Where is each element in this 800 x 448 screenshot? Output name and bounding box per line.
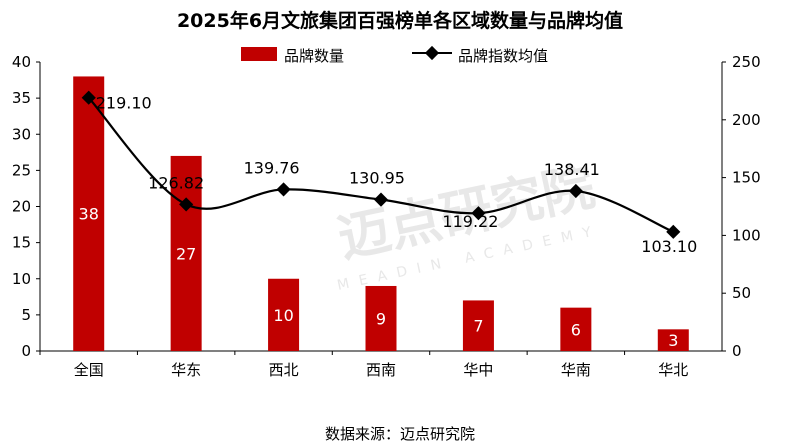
chart-title: 2025年6月文旅集团百强榜单各区域数量与品牌均值	[176, 10, 624, 32]
bar-data-label: 27	[176, 244, 196, 263]
right-tick-label: 0	[732, 342, 742, 360]
line-marker	[179, 197, 194, 212]
line-marker	[276, 182, 291, 197]
x-tick-label: 华南	[561, 361, 591, 379]
bar	[365, 285, 397, 351]
line-marker	[568, 183, 583, 199]
line-data-label: 126.82	[148, 173, 204, 192]
x-tick-label: 全国	[74, 361, 104, 379]
legend-line-label: 品牌指数均值	[458, 47, 549, 65]
line-data-label: 139.76	[244, 158, 300, 177]
bar	[268, 278, 300, 351]
left-tick-label: 15	[12, 234, 31, 252]
line-marker	[666, 224, 681, 239]
right-tick-label: 100	[732, 226, 761, 244]
x-tick-label: 西北	[269, 361, 299, 379]
x-tick-label: 华中	[463, 361, 493, 379]
bar	[560, 307, 592, 351]
bar	[170, 155, 202, 351]
left-tick-label: 25	[12, 161, 31, 179]
right-tick-label: 150	[732, 169, 761, 187]
line-marker	[471, 206, 486, 221]
bar-data-label: 9	[376, 309, 386, 328]
bar-data-label: 38	[79, 205, 99, 224]
left-tick-label: 0	[21, 342, 31, 360]
left-tick-label: 30	[12, 125, 31, 143]
bar	[73, 76, 105, 351]
legend-bar-label: 品牌数量	[284, 47, 345, 65]
bar-data-label: 3	[668, 331, 678, 350]
bar	[657, 329, 689, 351]
line-data-label: 138.41	[544, 160, 600, 179]
source-note: 数据来源：迈点研究院	[324, 425, 475, 443]
right-tick-label: 50	[732, 284, 751, 302]
right-tick-label: 200	[732, 111, 761, 129]
line-data-label: 119.22	[442, 212, 498, 231]
x-tick-label: 华东	[171, 361, 201, 379]
left-tick-label: 5	[21, 306, 31, 324]
left-tick-label: 10	[12, 270, 31, 288]
legend-line-swatch	[412, 45, 452, 61]
line-marker	[373, 192, 389, 207]
bar-data-label: 7	[473, 317, 483, 336]
line-data-label: 130.95	[349, 169, 405, 188]
left-tick-label: 35	[12, 89, 31, 107]
right-tick-label: 250	[732, 53, 761, 71]
bar-data-label: 6	[571, 320, 581, 339]
legend-bar-swatch	[241, 47, 277, 61]
left-tick-label: 40	[12, 53, 31, 71]
x-tick-label: 华北	[658, 361, 688, 379]
bar-data-label: 10	[273, 306, 293, 325]
line-data-label: 103.10	[641, 237, 697, 256]
x-tick-label: 西南	[366, 361, 396, 379]
line-data-label: 219.10	[96, 94, 152, 113]
bar	[462, 300, 494, 351]
left-tick-label: 20	[12, 198, 31, 216]
